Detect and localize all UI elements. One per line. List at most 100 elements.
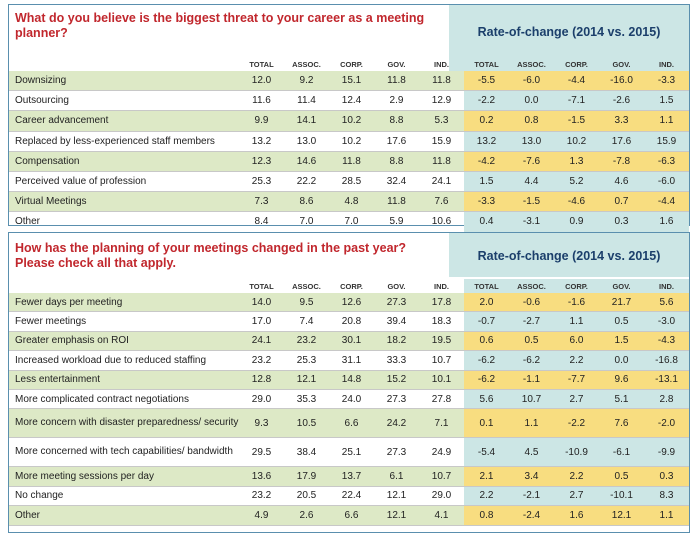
question-title-line-1: How has the planning of your meetings ch…	[15, 241, 407, 255]
rate-cell: -6.1	[599, 437, 644, 468]
row-label: Replaced by less-experienced staff membe…	[9, 131, 239, 152]
value-cell: 24.2	[374, 408, 419, 439]
value-cell: 39.4	[374, 311, 419, 332]
value-cell: 27.3	[374, 293, 419, 313]
value-cell: 22.2	[284, 171, 329, 193]
value-cell: 35.3	[284, 389, 329, 410]
column-header: CORP.	[340, 281, 363, 291]
column-header: CORP.	[340, 59, 363, 69]
value-cell: 2.9	[374, 90, 419, 112]
rate-cell: 10.7	[509, 389, 554, 410]
rate-cell: 0.8	[464, 505, 509, 526]
value-cell: 14.8	[329, 370, 374, 390]
table-row: Increased workload due to reduced staffi…	[9, 350, 689, 371]
rate-cell: 2.7	[554, 389, 599, 410]
value-cell: 23.2	[239, 350, 284, 371]
value-cell: 38.4	[284, 437, 329, 468]
column-header: ASSOC.	[292, 59, 321, 69]
rate-cell: -1.1	[509, 370, 554, 390]
value-cell: 11.8	[374, 71, 419, 92]
value-cell: 9.9	[239, 110, 284, 132]
rate-cell: 0.3	[644, 466, 689, 487]
rate-cell: -10.1	[599, 486, 644, 507]
value-cell: 6.1	[374, 466, 419, 487]
row-label: Career advancement	[9, 110, 239, 132]
value-cell: 14.1	[284, 110, 329, 132]
rate-cell: 2.2	[554, 350, 599, 371]
rate-cell: -4.6	[554, 191, 599, 213]
table-row: More meeting sessions per day 13.6 17.9 13.…	[9, 466, 689, 487]
table-row: Downsizing 12.0 9.2 15.1 11.8 11.8 -5.5 -6.0 -4.…	[9, 71, 689, 92]
rate-cell: -6.0	[644, 171, 689, 193]
rate-cell: 13.0	[509, 131, 554, 152]
value-cell: 17.6	[374, 131, 419, 152]
value-cell: 12.1	[374, 505, 419, 526]
row-label: Perceived value of profession	[9, 171, 239, 193]
row-label: More meeting sessions per day	[9, 466, 239, 487]
rate-cell: 1.5	[599, 331, 644, 352]
value-cell: 10.7	[419, 466, 464, 487]
rate-cell: 13.2	[464, 131, 509, 152]
value-cell: 4.9	[239, 505, 284, 526]
value-cell: 11.8	[419, 71, 464, 92]
rate-cell: -1.5	[509, 191, 554, 213]
value-cell: 13.0	[284, 131, 329, 152]
value-cell: 10.5	[284, 408, 329, 439]
row-label: Other	[9, 211, 239, 233]
rate-cell: 12.1	[599, 505, 644, 526]
rate-cell: 5.6	[464, 389, 509, 410]
value-cell: 29.0	[419, 486, 464, 507]
value-cell: 13.6	[239, 466, 284, 487]
rate-cell: 4.6	[599, 171, 644, 193]
rate-cell: 21.7	[599, 293, 644, 313]
rate-cell: -2.2	[464, 90, 509, 112]
value-cell: 10.7	[419, 350, 464, 371]
table-row: More complicated contract negotiations 29…	[9, 389, 689, 410]
table-row: Replaced by less-experienced staff membe…	[9, 131, 689, 152]
value-cell: 7.3	[239, 191, 284, 213]
rate-cell: 4.4	[509, 171, 554, 193]
label-column-header	[9, 57, 239, 71]
value-cell: 24.0	[329, 389, 374, 410]
value-cell: 15.1	[329, 71, 374, 92]
value-cell: 12.4	[329, 90, 374, 112]
rate-cell: -5.5	[464, 71, 509, 92]
row-label: Compensation	[9, 151, 239, 172]
column-header-row: TOTAL ASSOC. CORP. GOV. IND. TOTAL ASSOC. CORP.…	[9, 57, 689, 71]
value-cell: 6.6	[329, 408, 374, 439]
rate-cell: -1.5	[554, 110, 599, 132]
rate-cell: 0.5	[509, 331, 554, 352]
value-cell: 31.1	[329, 350, 374, 371]
row-label: Fewer days per meeting	[9, 293, 239, 313]
table-row: Greater emphasis on ROI 24.1 23.2 30.1 18.2 1…	[9, 331, 689, 352]
value-cell: 29.0	[239, 389, 284, 410]
column-header: GOV.	[387, 281, 406, 291]
rate-cell: 1.1	[554, 311, 599, 332]
value-cell: 12.9	[419, 90, 464, 112]
threat-survey-panel: What do you believe is the biggest threa…	[8, 4, 690, 233]
rate-cell: 0.0	[599, 350, 644, 371]
value-cell: 7.4	[284, 311, 329, 332]
column-header: IND.	[434, 59, 449, 69]
planning-change-table: TOTAL ASSOC. CORP. GOV. IND. TOTAL ASSOC. CORP.…	[9, 279, 689, 526]
rate-cell: 2.1	[464, 466, 509, 487]
rate-cell: 0.5	[599, 311, 644, 332]
value-cell: 6.6	[329, 505, 374, 526]
question-title: What do you believe is the biggest threa…	[15, 11, 425, 40]
rate-cell: 0.9	[554, 211, 599, 233]
value-cell: 2.6	[284, 505, 329, 526]
label-column-header	[9, 279, 239, 293]
value-cell: 29.5	[239, 437, 284, 468]
rate-header-background	[449, 233, 689, 277]
rate-column-header: ASSOC.	[509, 279, 554, 293]
value-cell: 4.1	[419, 505, 464, 526]
rate-cell: 7.6	[599, 408, 644, 439]
row-label: No change	[9, 486, 239, 507]
value-cell: 25.3	[239, 171, 284, 193]
rate-cell: -2.1	[509, 486, 554, 507]
row-label: Fewer meetings	[9, 311, 239, 332]
rate-cell: 1.1	[509, 408, 554, 439]
value-cell: 9.2	[284, 71, 329, 92]
rate-cell: -4.4	[644, 191, 689, 213]
rate-cell: -7.7	[554, 370, 599, 390]
